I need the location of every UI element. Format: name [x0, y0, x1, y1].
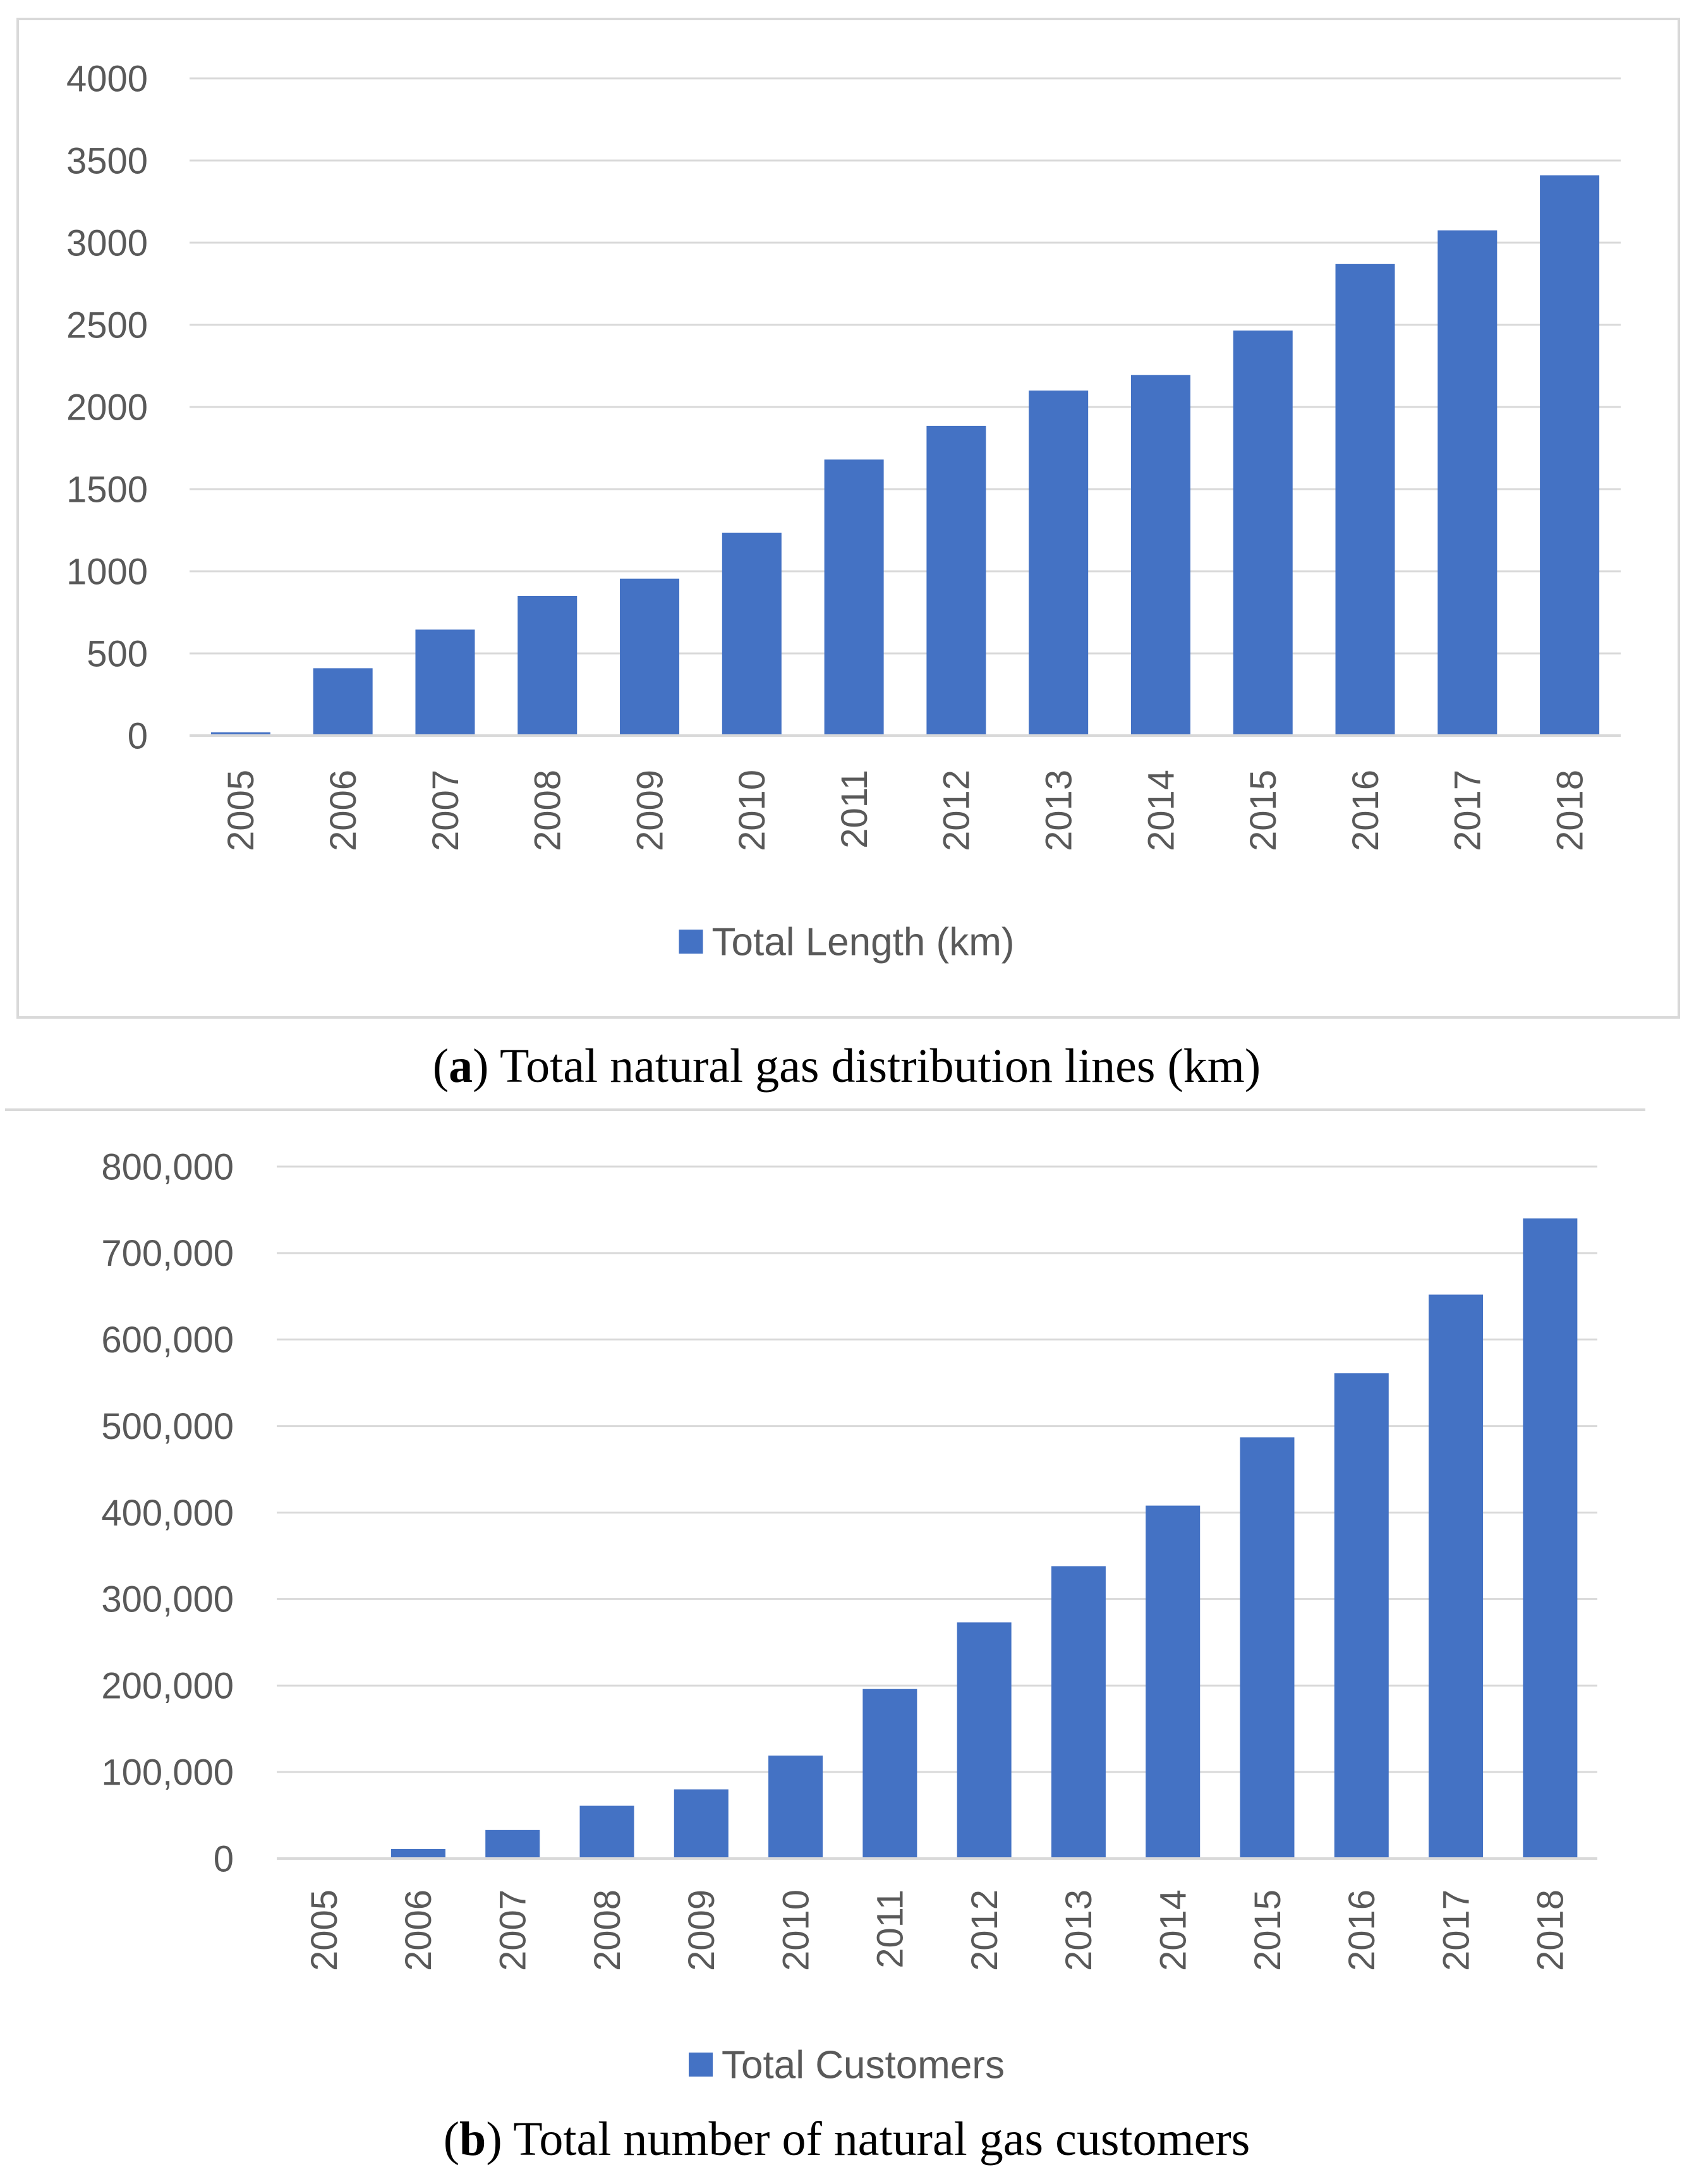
bar-a-2015 [1233, 331, 1293, 736]
bar-b-2016 [1334, 1373, 1389, 1859]
bar-b-2018 [1523, 1218, 1578, 1859]
y-tick-label-a: 1500 [66, 469, 148, 510]
x-tick-label-a: 2009 [629, 770, 670, 851]
caption-b: (b) Total number of natural gas customer… [444, 2113, 1250, 2166]
y-tick-label-b: 800,000 [101, 1146, 234, 1187]
caption-a-text: Total natural gas distribution lines (km… [488, 1040, 1261, 1093]
x-tick-label-b: 2006 [398, 1890, 439, 1971]
bar-b-2013 [1051, 1566, 1106, 1859]
x-tick-label-a: 2012 [936, 770, 977, 851]
y-tick-label-a: 500 [87, 633, 148, 674]
x-tick-label-b: 2010 [775, 1890, 816, 1971]
bar-a-2011 [824, 459, 884, 736]
x-tick-label-a: 2013 [1038, 770, 1079, 851]
bar-a-2013 [1029, 391, 1089, 736]
bar-b-2010 [768, 1756, 823, 1859]
bar-b-2006 [390, 1848, 445, 1859]
x-tick-label-a: 2007 [425, 770, 466, 851]
chart-a: 0 500 1000 1500 2000 2500 3000 3500 4000 2005 2006… [66, 58, 1621, 964]
legend-a: Total Length (km) [679, 921, 1015, 964]
x-tick-label-a: 2014 [1140, 770, 1182, 851]
x-tick-label-b: 2012 [964, 1890, 1005, 1971]
x-tick-label-a: 2005 [221, 770, 262, 851]
caption-b-letter: b [459, 2113, 486, 2166]
x-tick-label-a: 2018 [1549, 770, 1590, 851]
y-tick-label-a: 1000 [66, 551, 148, 592]
x-tick-label-a: 2017 [1448, 770, 1489, 851]
bar-b-2011 [862, 1689, 917, 1859]
x-tick-label-a: 2010 [732, 770, 773, 851]
x-tick-label-b: 2008 [587, 1890, 628, 1971]
x-tick-label-b: 2009 [681, 1890, 722, 1971]
y-tick-label-b: 300,000 [101, 1579, 234, 1620]
bar-a-2012 [926, 425, 986, 736]
x-tick-label-b: 2005 [304, 1890, 345, 1971]
bar-a-2005 [210, 732, 270, 736]
bar-b-2008 [579, 1805, 634, 1859]
x-tick-label-b: 2016 [1341, 1890, 1382, 1971]
legend-label-a: Total Length (km) [712, 921, 1015, 964]
y-tick-label-b: 0 [214, 1838, 234, 1879]
bar-b-2012 [957, 1622, 1012, 1859]
bar-b-2014 [1146, 1505, 1201, 1859]
y-tick-label-b: 200,000 [101, 1666, 234, 1707]
x-tick-label-a: 2006 [323, 770, 364, 851]
bar-b-2015 [1240, 1437, 1295, 1859]
x-tick-label-b: 2015 [1247, 1890, 1288, 1971]
bar-a-2009 [620, 578, 680, 736]
caption-a-letter: a [449, 1040, 473, 1093]
legend-swatch-b [689, 2053, 713, 2077]
legend-b: Total Customers [689, 2044, 1005, 2087]
x-tick-label-a: 2008 [528, 770, 569, 851]
bar-a-2018 [1540, 175, 1600, 736]
y-tick-label-a: 3500 [66, 140, 148, 181]
x-tick-label-b: 2017 [1436, 1890, 1477, 1971]
x-tick-label-b: 2011 [870, 1890, 911, 1969]
y-tick-label-a: 0 [128, 715, 148, 756]
x-tick-label-a: 2011 [834, 770, 875, 849]
x-tick-label-b: 2014 [1153, 1890, 1194, 1971]
y-tick-label-a: 4000 [66, 58, 148, 99]
y-tick-label-b: 500,000 [101, 1406, 234, 1447]
y-tick-label-a: 2500 [66, 305, 148, 346]
bar-a-2007 [415, 629, 475, 736]
caption-b-text: Total number of natural gas customers [502, 2113, 1250, 2166]
y-tick-label-a: 3000 [66, 222, 148, 264]
x-tick-label-b: 2013 [1058, 1890, 1099, 1971]
bar-b-2007 [485, 1829, 540, 1859]
bar-a-2006 [313, 668, 373, 736]
y-tick-label-b: 700,000 [101, 1233, 234, 1274]
x-tick-label-a: 2016 [1345, 770, 1386, 851]
bar-a-2014 [1130, 375, 1190, 736]
bar-a-2017 [1437, 230, 1497, 736]
legend-label-b: Total Customers [722, 2044, 1005, 2087]
y-tick-label-b: 400,000 [101, 1493, 234, 1534]
x-tick-label-b: 2018 [1530, 1890, 1571, 1971]
y-tick-label-b: 100,000 [101, 1752, 234, 1793]
y-tick-label-a: 2000 [66, 387, 148, 428]
bar-a-2008 [517, 596, 578, 736]
bar-a-2016 [1335, 264, 1395, 736]
bar-b-2009 [674, 1789, 729, 1859]
chart-b: 0 100,000 200,000 300,000 400,000 500,000 600,… [101, 1146, 1597, 2087]
legend-swatch-a [679, 930, 703, 954]
caption-a: (a) Total natural gas distribution lines… [433, 1040, 1261, 1093]
x-tick-label-a: 2015 [1243, 770, 1284, 851]
x-tick-label-b: 2007 [493, 1890, 534, 1971]
bar-a-2010 [722, 532, 782, 736]
bar-b-2017 [1429, 1294, 1484, 1859]
y-tick-label-b: 600,000 [101, 1320, 234, 1361]
